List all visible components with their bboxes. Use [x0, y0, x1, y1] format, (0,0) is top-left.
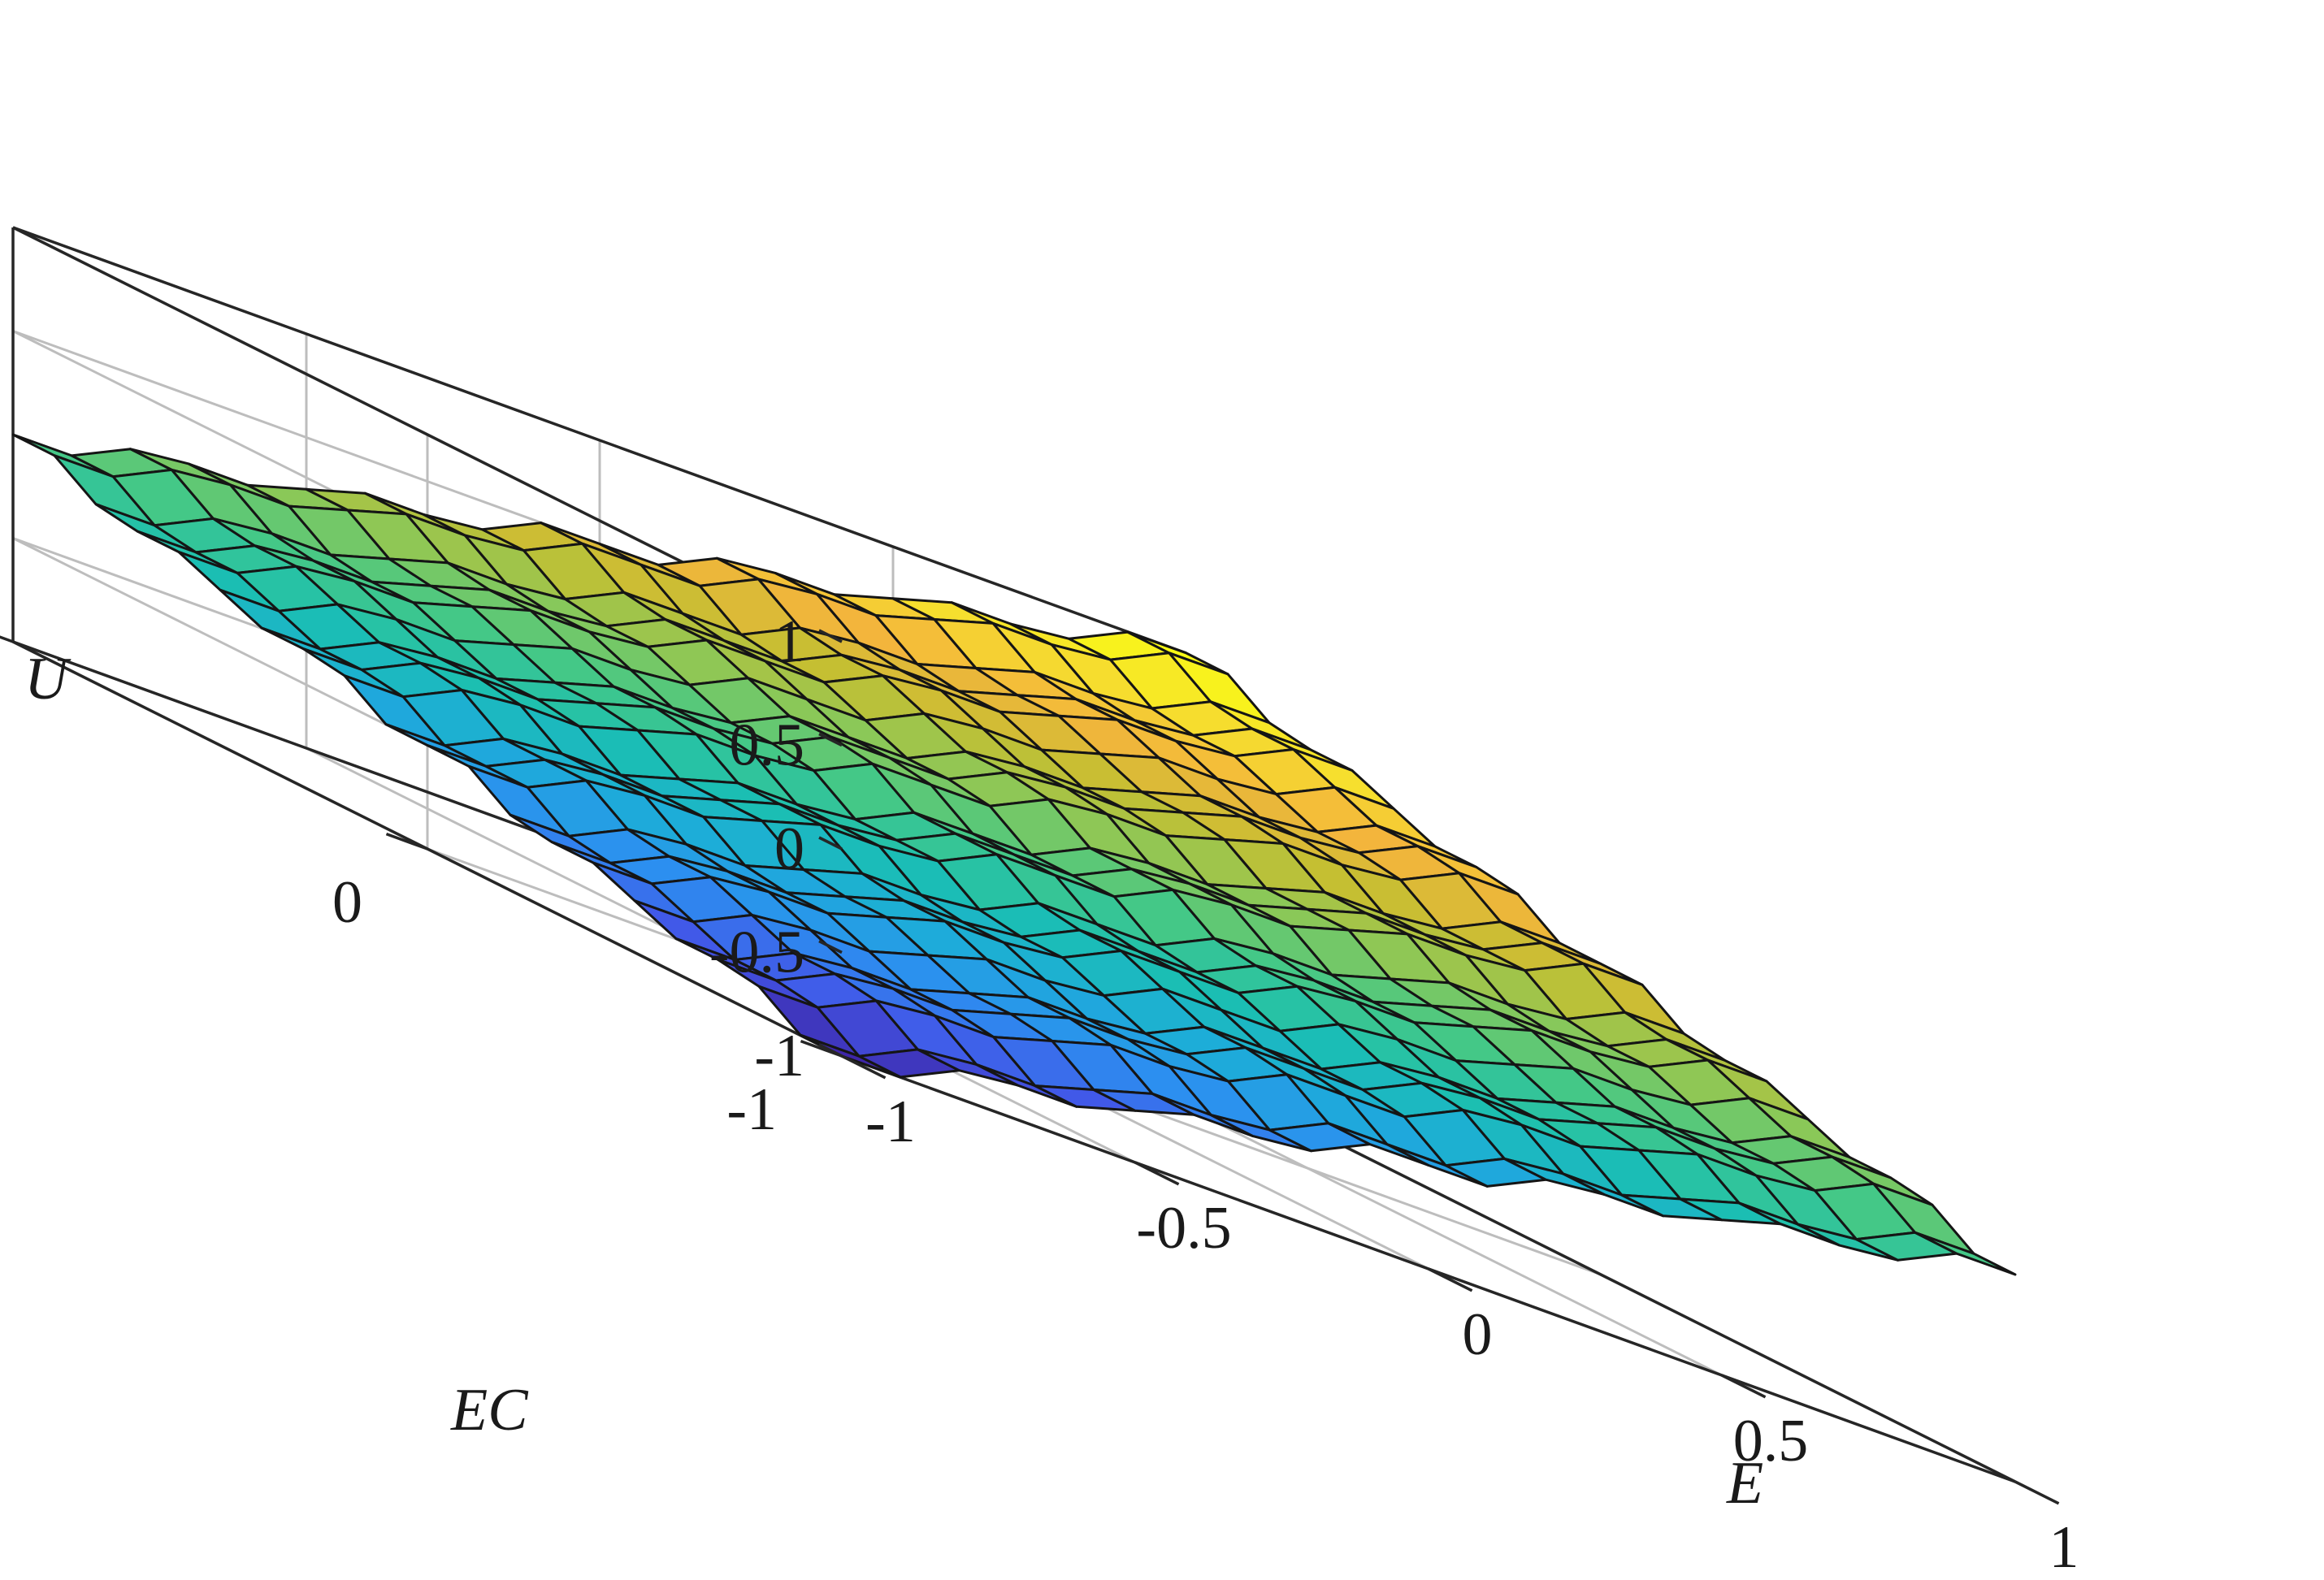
- ec-tick-mark: [800, 1040, 843, 1058]
- e-tick-label: 1: [2049, 1514, 2079, 1580]
- e-tick-mark: [2014, 1480, 2060, 1505]
- e-tick-mark: [1428, 1267, 1473, 1292]
- axes-box-edge: [12, 226, 1187, 655]
- z-tick-label: -0.5: [709, 920, 804, 986]
- z-tick-label: -1: [754, 1023, 804, 1089]
- z-tick-label: 1: [774, 608, 804, 675]
- e-tick-mark: [1721, 1374, 1767, 1399]
- x-axis-label: E: [1726, 1450, 1763, 1517]
- y-axis-label: EC: [450, 1377, 529, 1444]
- tick-marks: [0, 629, 2060, 1505]
- e-tick-label: 0: [1463, 1301, 1493, 1368]
- surface-patch: [1914, 1231, 2017, 1276]
- z-tick-mark: [818, 629, 843, 643]
- z-tick-label: 0: [774, 816, 804, 882]
- e-tick-label: -1: [865, 1089, 916, 1155]
- e-tick-mark: [1134, 1161, 1180, 1186]
- e-tick-label: 0.5: [1733, 1408, 1809, 1474]
- ec-tick-mark: [0, 635, 14, 643]
- ec-tick-mark: [385, 833, 428, 851]
- ec-tick-label: -1: [726, 1076, 777, 1143]
- z-axis-label: U: [24, 646, 72, 712]
- surface-mesh: [11, 433, 2017, 1276]
- z-tick-mark: [818, 732, 843, 747]
- e-tick-label: -0.5: [1136, 1195, 1231, 1262]
- tick-labels: -1-0.500.51-101-1-0.500.51: [332, 608, 2079, 1580]
- z-tick-mark: [818, 836, 843, 851]
- ec-tick-label: 0: [332, 869, 362, 936]
- z-tick-mark: [818, 939, 843, 954]
- e-tick-mark: [841, 1054, 887, 1080]
- z-tick-label: 0.5: [730, 712, 805, 779]
